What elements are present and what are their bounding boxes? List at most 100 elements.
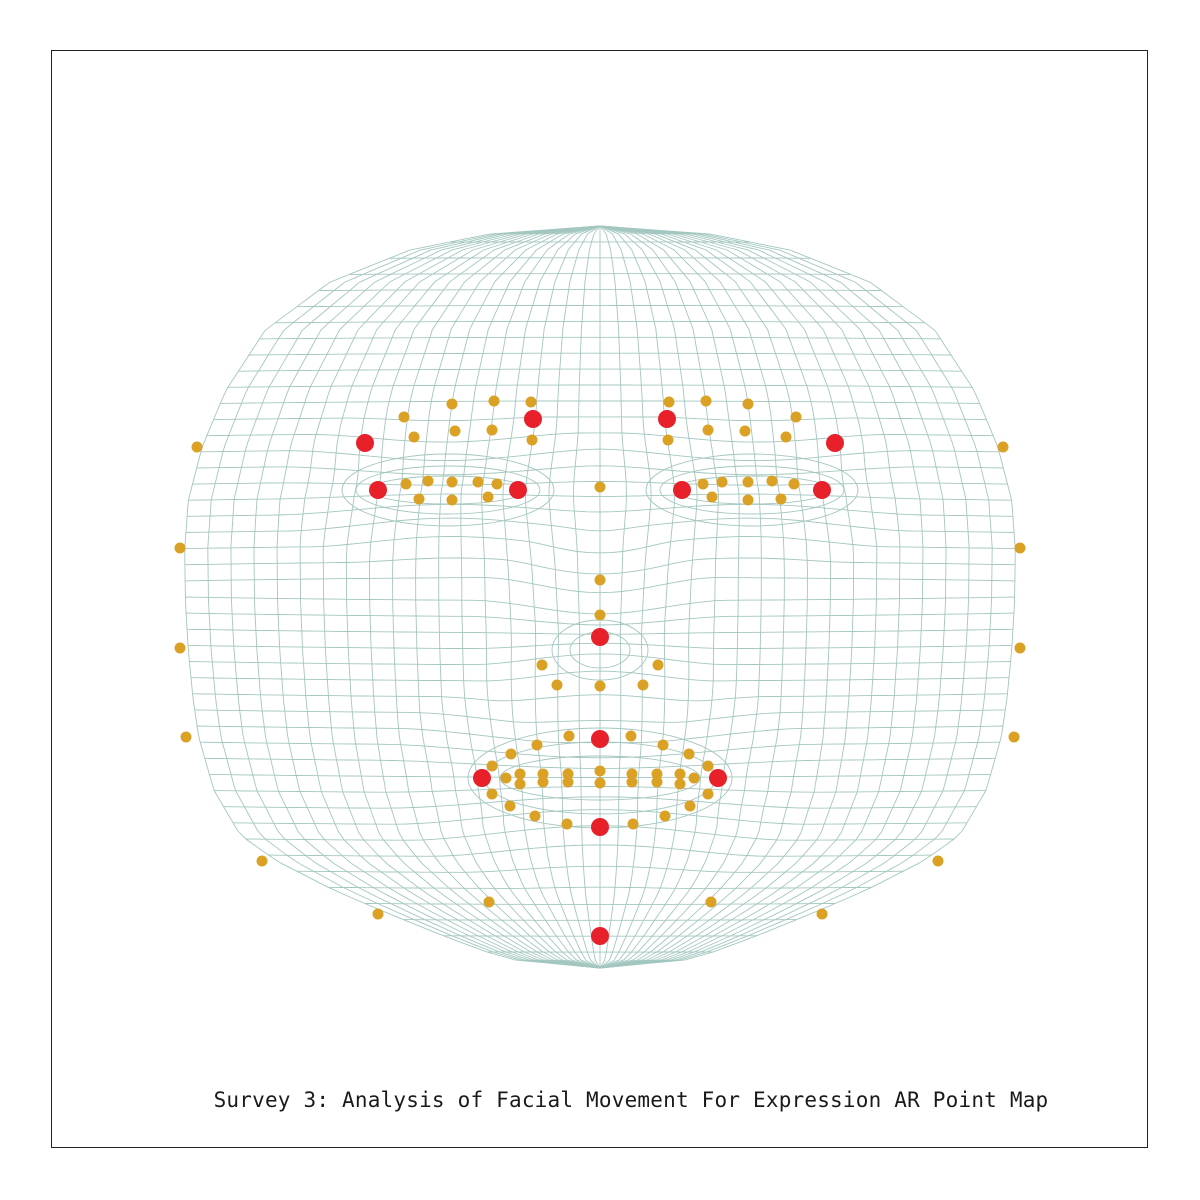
minor-landmark-dot	[705, 896, 717, 908]
mesh-line-horizontal	[187, 503, 1013, 517]
minor-landmark-dot	[526, 434, 538, 446]
minor-landmark-dot	[626, 768, 638, 780]
minor-landmark-dot	[504, 800, 516, 812]
minor-landmark-dot	[537, 776, 549, 788]
mesh-line-horizontal	[328, 886, 872, 889]
minor-landmark-dot	[702, 760, 714, 772]
mesh-line-horizontal	[186, 612, 1014, 626]
mesh-line-horizontal	[227, 384, 973, 388]
major-landmark-dot	[591, 730, 609, 748]
mesh-line-horizontal	[296, 304, 904, 308]
minor-landmark-dot	[486, 424, 498, 436]
mesh-line-horizontal	[389, 257, 811, 259]
minor-landmark-dot	[625, 730, 637, 742]
mesh-line-horizontal	[200, 448, 1000, 462]
minor-landmark-dot	[191, 441, 203, 453]
minor-landmark-dot	[780, 431, 792, 443]
minor-landmark-dot	[1014, 542, 1026, 554]
minor-landmark-dot	[663, 396, 675, 408]
minor-landmark-dot	[657, 739, 669, 751]
major-landmark-dot	[591, 927, 609, 945]
minor-landmark-dot	[483, 896, 495, 908]
minor-landmark-dot	[594, 777, 606, 789]
major-landmark-dot	[473, 769, 491, 787]
mesh-ring	[355, 465, 541, 515]
minor-landmark-dot	[742, 476, 754, 488]
minor-landmark-dot	[702, 424, 714, 436]
minor-landmark-dot	[742, 494, 754, 506]
minor-landmark-dot	[683, 748, 695, 760]
minor-landmark-dot	[398, 411, 410, 423]
minor-landmark-dot	[775, 493, 787, 505]
minor-landmark-dot	[766, 475, 778, 487]
mesh-line-horizontal	[184, 557, 1016, 575]
minor-landmark-dot	[174, 542, 186, 554]
minor-landmark-dot	[788, 478, 800, 490]
minor-landmark-dot	[594, 609, 606, 621]
minor-landmark-dot	[790, 411, 802, 423]
major-landmark-dot	[509, 481, 527, 499]
minor-landmark-dot	[408, 431, 420, 443]
minor-landmark-dot	[536, 659, 548, 671]
diagram-caption: Survey 3: Analysis of Facial Movement Fo…	[213, 1088, 1049, 1112]
minor-landmark-dot	[486, 788, 498, 800]
minor-landmark-dot	[1014, 642, 1026, 654]
minor-landmark-dot	[700, 395, 712, 407]
minor-landmark-dot	[422, 475, 434, 487]
minor-landmark-dot	[472, 476, 484, 488]
mesh-line-horizontal	[206, 432, 994, 443]
mesh-line-horizontal	[194, 709, 1006, 723]
mesh-line-horizontal	[200, 741, 1000, 759]
minor-landmark-dot	[256, 855, 268, 867]
minor-landmark-dot	[514, 778, 526, 790]
minor-landmark-dot	[372, 908, 384, 920]
mesh-line-horizontal	[403, 919, 797, 921]
minor-landmark-dot	[627, 818, 639, 830]
mesh-line-horizontal	[349, 273, 851, 275]
minor-landmark-dot	[997, 441, 1009, 453]
mesh-ring	[499, 755, 701, 801]
minor-landmark-dot	[514, 768, 526, 780]
minor-landmark-dot	[446, 494, 458, 506]
major-landmark-dot	[524, 410, 542, 428]
mesh-line-horizontal	[268, 844, 932, 857]
minor-landmark-dot	[486, 760, 498, 772]
minor-landmark-dot	[562, 776, 574, 788]
minor-landmark-dot	[562, 768, 574, 780]
minor-landmark-dot	[594, 481, 606, 493]
mesh-line-horizontal	[259, 336, 941, 340]
face-mesh	[184, 225, 1016, 969]
major-landmark-dot	[356, 434, 374, 452]
minor-landmark-dot	[449, 425, 461, 437]
mesh-line-horizontal	[220, 400, 980, 404]
minor-landmark-dot	[706, 491, 718, 503]
minor-landmark-dot	[816, 908, 828, 920]
minor-landmark-dot	[491, 478, 503, 490]
minor-landmark-dot	[500, 772, 512, 784]
minor-landmark-dot	[563, 730, 575, 742]
minor-landmark-dot	[674, 778, 686, 790]
mesh-line-horizontal	[233, 809, 967, 825]
mesh-ring	[341, 453, 555, 527]
mesh-line-horizontal	[248, 352, 952, 356]
mesh-ring	[659, 465, 845, 515]
major-landmark-dot	[369, 481, 387, 499]
mesh-line-horizontal	[238, 368, 962, 372]
minor-landmark-dot	[742, 398, 754, 410]
minor-landmark-dot	[651, 768, 663, 780]
mesh-line-horizontal	[184, 536, 1016, 554]
minor-landmark-dot	[688, 772, 700, 784]
minor-landmark-dot	[652, 659, 664, 671]
minor-landmark-dot	[551, 679, 563, 691]
minor-landmark-dot	[529, 810, 541, 822]
major-landmarks	[356, 410, 844, 945]
minor-landmark-dot	[174, 642, 186, 654]
mesh-line-horizontal	[185, 517, 1015, 533]
mesh-line-horizontal	[192, 693, 1008, 702]
mesh-line-horizontal	[192, 481, 1008, 486]
mesh-line-horizontal	[364, 903, 836, 905]
major-landmark-dot	[673, 481, 691, 499]
minor-landmark-dot	[651, 776, 663, 788]
minor-landmark-dot	[482, 491, 494, 503]
